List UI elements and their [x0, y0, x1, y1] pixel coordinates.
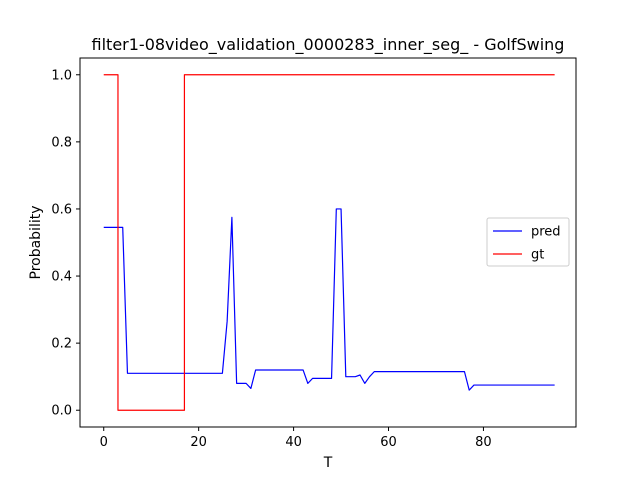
- x-tick-label: 40: [285, 435, 302, 450]
- y-axis-ticks: 0.0 0.2 0.4 0.6 0.8 1.0: [51, 68, 80, 419]
- y-axis-label: Probability: [28, 205, 44, 279]
- y-tick-label: 0.0: [51, 404, 72, 419]
- x-axis-label: T: [323, 455, 333, 471]
- series-line-pred: [103, 208, 555, 391]
- series-line-gt: [103, 74, 555, 411]
- plot-frame: [79, 57, 577, 428]
- x-tick-label: 60: [380, 435, 397, 450]
- chart-title: filter1-08video_validation_0000283_inner…: [92, 35, 565, 55]
- legend-label-pred: pred: [531, 225, 561, 240]
- y-tick-label: 0.2: [51, 337, 72, 352]
- x-tick-label: 80: [475, 435, 492, 450]
- x-axis-ticks: 0 20 40 60 80: [100, 427, 492, 450]
- y-tick-label: 0.6: [51, 202, 72, 217]
- x-tick-label: 0: [100, 435, 108, 450]
- x-tick-label: 20: [190, 435, 207, 450]
- legend-label-gt: gt: [531, 248, 544, 263]
- y-tick-label: 0.8: [51, 135, 72, 150]
- legend: pred gt: [486, 217, 570, 267]
- plot-lines: [103, 74, 555, 411]
- y-tick-label: 1.0: [51, 68, 72, 83]
- y-tick-label: 0.4: [51, 270, 72, 285]
